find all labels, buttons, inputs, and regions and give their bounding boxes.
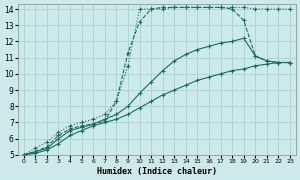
X-axis label: Humidex (Indice chaleur): Humidex (Indice chaleur) (97, 167, 217, 176)
